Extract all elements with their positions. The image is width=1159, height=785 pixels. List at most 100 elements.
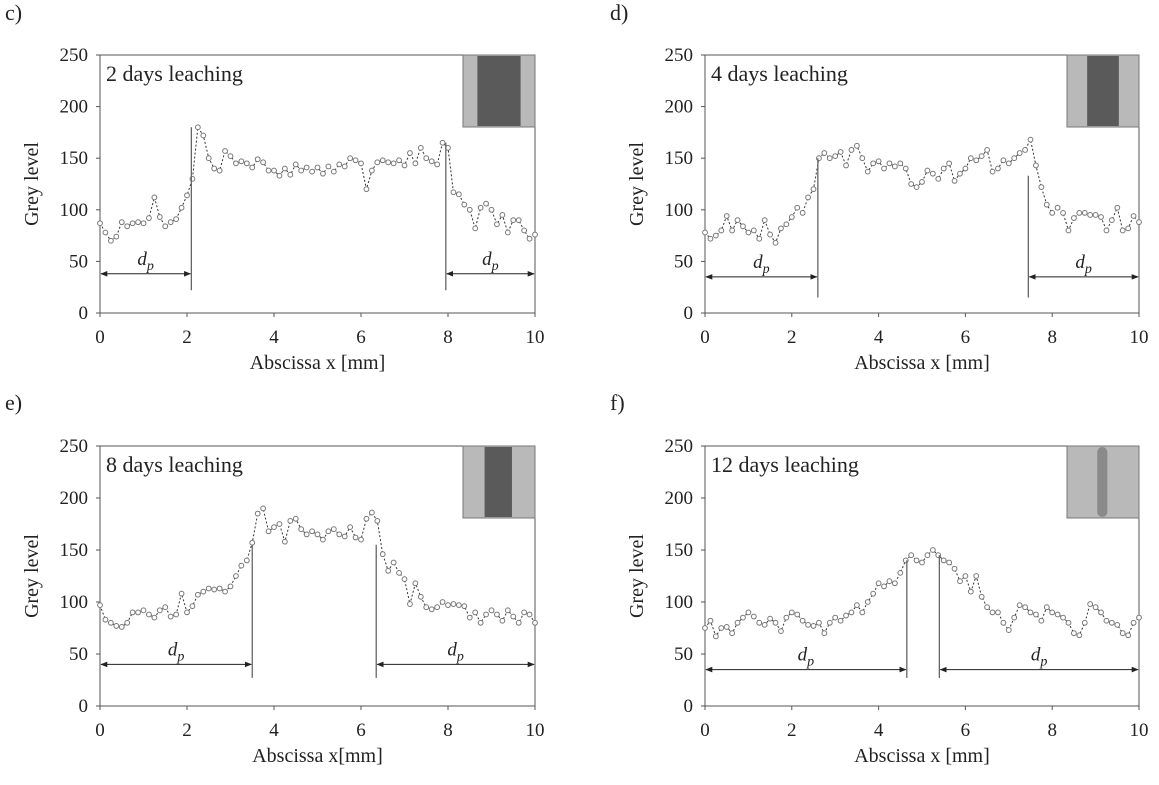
data-point: [390, 160, 397, 167]
data-point: [1011, 155, 1018, 162]
data-point: [821, 630, 828, 637]
data-point: [957, 170, 963, 177]
data-point: [194, 124, 201, 131]
dp-label-base: d: [1075, 252, 1085, 273]
data-point: [336, 161, 343, 168]
data-point: [1054, 611, 1061, 618]
x-tick-label: 2: [182, 720, 192, 741]
data-point: [859, 609, 866, 616]
data-point: [135, 219, 141, 226]
data-point: [886, 578, 893, 585]
data-point: [750, 613, 757, 620]
data-point: [778, 225, 784, 232]
data-point: [1022, 604, 1028, 611]
data-point: [510, 613, 517, 620]
data-point: [233, 573, 239, 579]
data-point: [314, 164, 321, 171]
data-point: [886, 160, 893, 167]
data-point: [718, 625, 725, 631]
data-point: [1130, 213, 1137, 219]
data-point: [363, 515, 370, 522]
data-point: [864, 599, 871, 605]
panel-label: c): [5, 0, 22, 25]
data-point: [434, 604, 441, 611]
y-tick-label: 0: [684, 696, 694, 717]
data-point: [1065, 619, 1072, 626]
data-point: [1060, 209, 1066, 216]
data-point: [799, 617, 806, 624]
x-tick-label: 10: [526, 327, 545, 348]
data-point: [989, 609, 996, 616]
data-point: [1043, 201, 1050, 208]
x-tick-label: 2: [787, 327, 797, 348]
thumbnail-core: [1097, 447, 1108, 517]
data-point: [118, 219, 125, 226]
data-point: [924, 167, 931, 174]
data-point: [146, 611, 152, 618]
y-tick-label: 150: [60, 148, 89, 169]
data-point: [702, 229, 708, 236]
data-point: [368, 509, 375, 516]
data-point: [783, 221, 790, 228]
data-point: [1119, 227, 1126, 234]
dp-label: dp: [1031, 645, 1048, 670]
data-point: [897, 569, 904, 576]
data-point: [734, 217, 741, 224]
data-point: [151, 194, 158, 201]
data-point: [374, 159, 381, 166]
data-point: [216, 585, 223, 592]
data-point: [254, 510, 261, 517]
data-point: [401, 576, 408, 583]
y-tick-label: 50: [674, 644, 693, 665]
x-tick-label: 10: [526, 720, 545, 741]
data-point: [450, 601, 457, 607]
data-point: [124, 619, 131, 626]
data-point: [1108, 217, 1115, 224]
data-point: [396, 157, 402, 164]
data-point: [146, 215, 152, 221]
data-point: [913, 184, 920, 190]
x-tick-label: 6: [356, 327, 366, 348]
data-point: [455, 602, 462, 609]
data-point: [363, 186, 370, 193]
data-point: [434, 161, 441, 168]
data-point: [1081, 619, 1088, 626]
data-point: [314, 531, 321, 538]
data-point: [783, 614, 790, 621]
data-point: [1092, 604, 1099, 611]
data-point: [870, 160, 877, 167]
data-point: [826, 619, 833, 626]
data-point: [347, 155, 354, 162]
x-tick-label: 4: [874, 327, 884, 348]
data-point: [358, 160, 364, 167]
data-point: [1103, 617, 1110, 624]
data-point: [243, 557, 250, 564]
x-axis-label: Abscissa x [mm]: [854, 352, 990, 374]
data-point: [929, 170, 936, 177]
data-point: [750, 227, 757, 234]
data-point: [881, 165, 887, 172]
data-point: [385, 159, 392, 166]
y-tick-label: 250: [665, 45, 694, 66]
data-point: [200, 588, 207, 595]
dp-label: dp: [1075, 252, 1092, 277]
data-point: [140, 220, 147, 227]
data-point: [1119, 630, 1126, 637]
data-point: [129, 609, 136, 616]
dp-label: dp: [798, 645, 815, 670]
dp-label: dp: [753, 252, 770, 277]
data-point: [254, 156, 261, 163]
data-point: [271, 167, 277, 174]
data-point: [1114, 204, 1121, 211]
data-point: [477, 204, 484, 211]
dp-label: dp: [137, 249, 154, 274]
data-point: [1076, 209, 1083, 216]
data-point: [292, 161, 299, 168]
data-point: [1000, 619, 1007, 626]
data-point: [995, 165, 1001, 172]
data-point: [423, 155, 430, 162]
data-point: [929, 547, 936, 553]
x-tick-label: 0: [700, 720, 710, 741]
data-point: [881, 583, 887, 590]
